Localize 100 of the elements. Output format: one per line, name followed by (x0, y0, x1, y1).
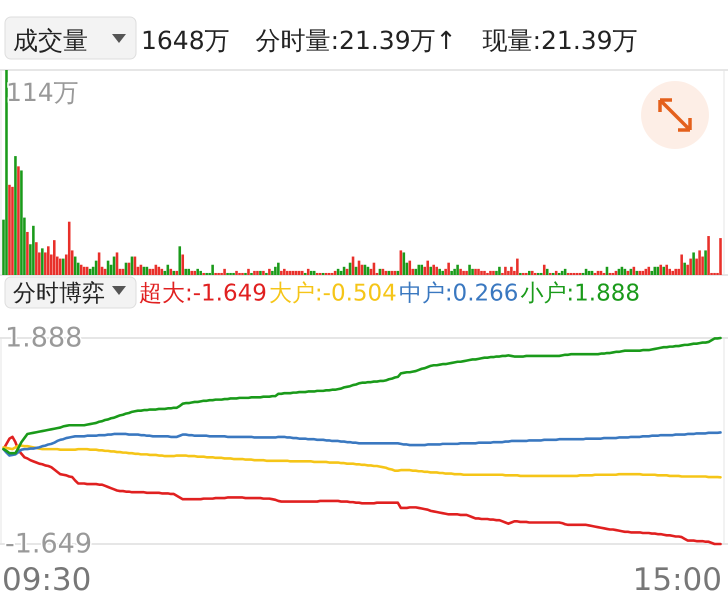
bar (504, 266, 507, 275)
bar (656, 266, 660, 275)
text: 超大:-1.649 (139, 280, 267, 306)
bar (35, 242, 38, 275)
bar (68, 222, 71, 275)
text: 现量:21.39万 (482, 26, 638, 55)
bar (668, 268, 671, 275)
bar (650, 270, 654, 275)
bar (184, 268, 188, 275)
bar (408, 260, 412, 275)
bar (480, 270, 483, 275)
bar (620, 266, 624, 275)
bar (492, 270, 495, 275)
bar (158, 266, 160, 275)
bar (636, 270, 638, 275)
bar (196, 268, 199, 275)
bar (429, 266, 432, 275)
bar (298, 270, 301, 275)
bar (181, 254, 184, 275)
bar (312, 270, 316, 275)
bar (689, 258, 692, 275)
bar (477, 268, 480, 275)
bar (624, 268, 626, 275)
bar (432, 264, 435, 275)
bar (300, 270, 304, 275)
bar (665, 264, 668, 275)
text: 分时量:21.39万↑ (256, 26, 457, 55)
bar (148, 268, 152, 275)
bar (336, 268, 340, 275)
bar (146, 266, 148, 275)
bar (358, 260, 360, 275)
bar (704, 250, 707, 275)
chart-title: 分时博弈 (13, 280, 105, 306)
bar (116, 252, 118, 275)
bar (306, 268, 310, 275)
bar (178, 246, 182, 275)
bar (41, 248, 44, 275)
bar (653, 266, 656, 275)
bar (80, 264, 82, 275)
bar (626, 270, 630, 275)
bar (674, 268, 677, 275)
bar (187, 268, 190, 275)
bar (26, 232, 29, 275)
bar (498, 266, 501, 275)
bar (172, 270, 176, 275)
bar (459, 268, 462, 275)
bar (531, 270, 534, 275)
bar (53, 240, 56, 275)
bar (719, 238, 722, 275)
bar (468, 264, 471, 275)
bar (334, 270, 336, 275)
bar (584, 268, 588, 275)
bar (400, 250, 402, 275)
bar (600, 270, 602, 275)
bar (680, 254, 683, 275)
bar (271, 270, 274, 275)
bar (507, 270, 510, 275)
bar (456, 264, 459, 275)
bar (390, 270, 394, 275)
bar (130, 256, 134, 275)
bar (223, 268, 226, 275)
bar (104, 268, 106, 275)
bar (632, 266, 636, 275)
bar (294, 270, 298, 275)
bar (140, 264, 142, 275)
bar (142, 266, 146, 275)
bar (366, 266, 370, 275)
bar (32, 226, 35, 275)
bar (426, 260, 430, 275)
text: 中户:0.266 (398, 280, 518, 306)
bar (441, 270, 444, 275)
bar (47, 246, 50, 275)
bar (274, 266, 277, 275)
bar (396, 270, 400, 275)
bar (414, 268, 418, 275)
bar (280, 270, 283, 275)
bar (199, 270, 202, 275)
bar (128, 262, 130, 275)
bar (340, 270, 342, 275)
bar (590, 270, 594, 275)
bar (420, 264, 424, 275)
bar (483, 270, 486, 275)
bar (154, 264, 158, 275)
bar (528, 270, 531, 275)
bar (659, 264, 662, 275)
bar (8, 184, 11, 275)
bar (554, 270, 558, 275)
bar (378, 268, 382, 275)
bar (402, 252, 406, 275)
bar (86, 266, 88, 275)
bar (193, 270, 196, 275)
bar (62, 258, 65, 275)
bar (122, 268, 124, 275)
bar (638, 270, 642, 275)
bar (98, 252, 100, 275)
bar (277, 262, 280, 275)
bar (14, 156, 17, 275)
bar (644, 268, 648, 275)
bar (211, 264, 214, 275)
bar (364, 264, 366, 275)
